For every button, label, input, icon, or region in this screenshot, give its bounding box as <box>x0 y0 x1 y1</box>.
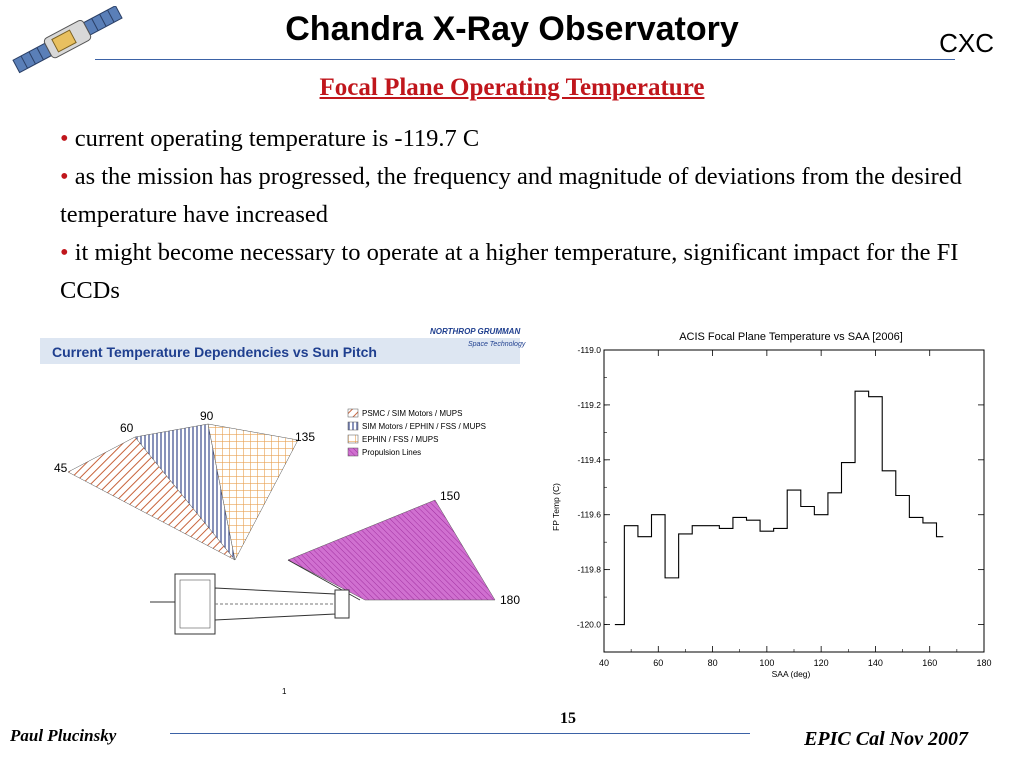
bullet-list: • current operating temperature is -119.… <box>60 120 1000 310</box>
sun-pitch-diagram: Current Temperature Dependencies vs Sun … <box>40 327 526 696</box>
x-tick-label: 60 <box>653 658 663 668</box>
bullet-item: • current operating temperature is -119.… <box>60 125 480 152</box>
x-tick-label: 140 <box>868 658 883 668</box>
header-divider <box>95 59 955 60</box>
x-tick-label: 80 <box>708 658 718 668</box>
legend-swatch <box>347 421 359 431</box>
sun-pitch-figure: Current Temperature Dependencies vs Sun … <box>40 322 540 702</box>
figure-title: Current Temperature Dependencies vs Sun … <box>52 344 377 360</box>
legend-swatch <box>347 447 359 457</box>
bullet-item: • as the mission has progressed, the fre… <box>60 163 962 228</box>
slide-title: Chandra X-Ray Observatory <box>285 10 739 48</box>
figure-marker: 1 <box>282 687 287 696</box>
footer-divider <box>170 733 750 734</box>
x-tick-label: 40 <box>599 658 609 668</box>
bullet-item: • it might become necessary to operate a… <box>60 239 959 304</box>
y-tick-label: -120.0 <box>577 620 601 630</box>
page-number: 15 <box>560 710 576 727</box>
y-tick-label: -119.0 <box>578 345 602 355</box>
org-label: CXC <box>939 28 994 58</box>
legend-label: PSMC / SIM Motors / MUPS <box>362 409 462 418</box>
y-tick-label: -119.4 <box>578 455 602 465</box>
spacecraft-sketch <box>150 573 350 635</box>
wedge-propulsion <box>287 499 496 601</box>
chart-background <box>568 322 998 687</box>
y-tick-label: -119.2 <box>578 400 602 410</box>
angle-label: 45 <box>54 461 68 475</box>
angle-label: 90 <box>200 409 214 423</box>
slide-subtitle: Focal Plane Operating Temperature <box>319 74 705 101</box>
figure-title-band <box>40 338 520 364</box>
y-axis-label: FP Temp (C) <box>551 483 561 531</box>
temperature-chart: ACIS Focal Plane Temperature vs SAA [200… <box>548 322 998 702</box>
y-tick-label: -119.8 <box>578 565 602 575</box>
company-subname: Space Technology <box>468 341 526 348</box>
legend-swatch <box>347 434 359 444</box>
angle-label: 180 <box>500 593 520 607</box>
legend-label: EPHIN / FSS / MUPS <box>362 435 438 444</box>
legend-label: SIM Motors / EPHIN / FSS / MUPS <box>362 422 486 431</box>
series-line <box>614 390 944 626</box>
angle-label: 150 <box>440 489 460 503</box>
x-tick-label: 160 <box>922 658 937 668</box>
legend-label: Propulsion Lines <box>362 448 421 457</box>
legend-swatch <box>347 408 359 418</box>
y-tick-label: -119.6 <box>578 510 602 520</box>
event-name: EPIC Cal Nov 2007 <box>804 728 968 750</box>
company-name: NORTHROP GRUMMAN <box>430 327 520 336</box>
wedge-ephin <box>207 423 299 561</box>
x-tick-label: 180 <box>976 658 991 668</box>
x-tick-label: 100 <box>759 658 774 668</box>
x-tick-label: 120 <box>814 658 829 668</box>
satellite-logo <box>8 5 128 74</box>
x-axis-label: SAA (deg) <box>772 669 811 679</box>
satellite-icon <box>12 5 123 74</box>
author-name: Paul Plucinsky <box>10 726 117 745</box>
chart-title: ACIS Focal Plane Temperature vs SAA [200… <box>679 331 903 343</box>
angle-label: 135 <box>295 430 315 444</box>
angle-label: 60 <box>120 421 134 435</box>
temperature-chart-svg: ACIS Focal Plane Temperature vs SAA [200… <box>551 322 998 687</box>
legend: PSMC / SIM Motors / MUPS SIM Motors / EP… <box>347 408 486 457</box>
